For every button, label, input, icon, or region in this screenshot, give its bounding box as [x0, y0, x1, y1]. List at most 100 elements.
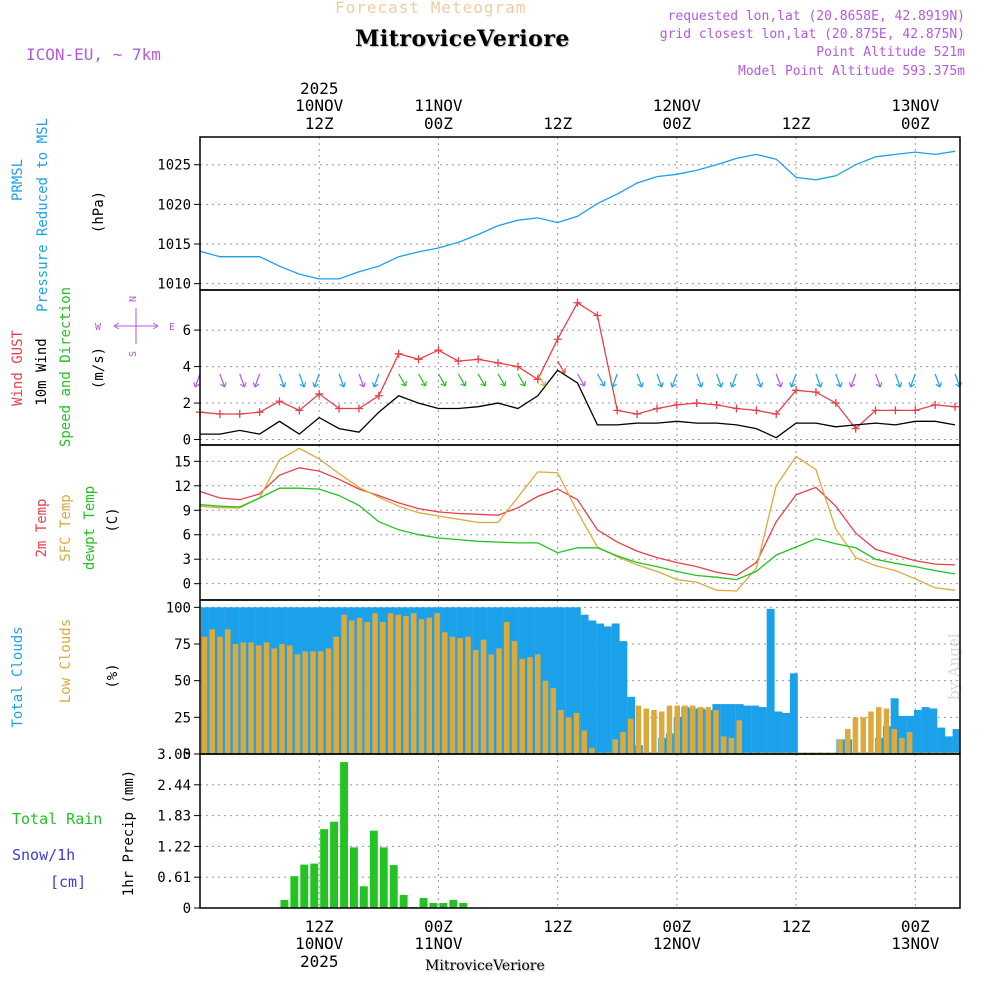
panel-label-temperature-0: 2m Temp [34, 498, 50, 557]
low-cloud-bar-43 [535, 654, 541, 754]
total-cloud-bar-71 [751, 705, 760, 754]
wind-arrowhead-11 [420, 380, 427, 387]
low-cloud-bar-40 [511, 641, 518, 754]
gust-marker-9 [374, 391, 383, 400]
wind-arrow-19 [576, 373, 586, 387]
wind-arrow-29 [775, 373, 782, 388]
wind-arrowhead-10 [400, 380, 407, 387]
low-cloud-bar-90 [899, 737, 905, 754]
wind-arrowhead-28 [756, 382, 764, 388]
low-cloud-bar-28 [418, 619, 425, 754]
wind-arrow-20 [596, 373, 605, 387]
wind-arrowhead-1 [220, 382, 227, 388]
low-cloud-bar-53 [612, 739, 618, 754]
low-cloud-bar-49 [581, 730, 587, 754]
low-cloud-bar-55 [628, 718, 634, 754]
low-cloud-bar-0 [201, 636, 208, 754]
wind-arrow-32 [835, 373, 842, 388]
bottom-tick-date-1: 11NOV [414, 934, 463, 953]
gust-marker-21 [613, 406, 622, 415]
low-cloud-bar-59 [659, 711, 665, 754]
low-cloud-bar-45 [550, 688, 556, 754]
low-cloud-bar-20 [356, 617, 363, 754]
low-cloud-bar-69 [736, 720, 742, 754]
panel-label-clouds-0: Total Clouds [10, 626, 26, 727]
wind-arrow-18 [557, 360, 566, 374]
low-cloud-bar-19 [349, 620, 355, 754]
low-cloud-bar-84 [852, 717, 859, 754]
gust-marker-11 [414, 355, 423, 364]
compass-north: N [128, 296, 139, 302]
wind-arrowhead-16 [520, 380, 527, 387]
bottom-tick-date-0: 10NOV [295, 934, 344, 953]
gust-marker-15 [494, 358, 503, 367]
wind-line-1 [200, 369, 956, 439]
wind-arrowhead-19 [579, 380, 586, 387]
wind-arrow-38 [954, 373, 961, 388]
low-cloud-bar-5 [240, 642, 246, 754]
temp-line-0 [199, 467, 956, 577]
panel-label-precip-rain: Total Rain [12, 810, 102, 828]
wind-arrowhead-34 [875, 382, 883, 388]
total-cloud-bar-97 [952, 729, 961, 754]
top-tick-time-5: 00Z [901, 114, 930, 133]
gust-marker-20 [593, 311, 602, 320]
top-tick-time-3: 00Z [662, 114, 691, 133]
ytick-label-clouds-2: 50 [174, 674, 191, 690]
ytick-label-temperature-1: 3 [183, 552, 191, 568]
panel-frame-0 [199, 136, 961, 291]
wind-arrow-6 [313, 373, 320, 388]
wind-arrow-27 [731, 373, 738, 388]
low-cloud-bar-36 [480, 639, 487, 754]
gust-marker-12 [434, 346, 443, 355]
wind-arrowhead-32 [836, 382, 843, 388]
temp-line-1 [199, 447, 956, 592]
low-cloud-bar-31 [442, 632, 448, 754]
total-cloud-bar-52 [603, 626, 612, 754]
wind-arrowhead-13 [460, 380, 467, 387]
low-cloud-bar-85 [860, 717, 866, 754]
gust-marker-8 [354, 404, 363, 413]
bottom-tick-time-1: 00Z [424, 917, 453, 936]
wind-arrowhead-35 [895, 382, 903, 388]
gust-marker-30 [792, 386, 801, 395]
low-cloud-bar-39 [504, 622, 510, 754]
wind-arrow-23 [656, 373, 663, 388]
wind-arrowhead-18 [559, 368, 566, 374]
low-cloud-bar-46 [558, 710, 564, 754]
total-cloud-bar-49 [580, 614, 589, 754]
model-altitude: Model Point Altitude 593.375m [738, 64, 965, 79]
ytick-label-precip-5: 3.05 [157, 747, 191, 763]
low-cloud-bar-83 [845, 729, 851, 754]
wind-arrow-9 [373, 373, 380, 388]
compass-rose [113, 308, 159, 344]
panel-label-clouds-1: Low Clouds [58, 619, 74, 703]
gust-marker-14 [474, 355, 483, 364]
low-cloud-bar-63 [690, 705, 696, 754]
low-cloud-bar-18 [341, 614, 347, 754]
top-tick-time-1: 00Z [424, 114, 453, 133]
low-cloud-bar-35 [473, 649, 479, 754]
wind-arrow-35 [894, 373, 901, 388]
low-cloud-bar-68 [728, 737, 735, 754]
top-tick-date-5: 13NOV [891, 96, 940, 115]
ytick-label-wind-2: 4 [183, 360, 191, 376]
rain-bar-8 [359, 886, 368, 908]
ytick-label-temperature-0: 0 [183, 577, 191, 593]
gust-marker-37 [931, 400, 940, 409]
total-cloud-bar-72 [758, 707, 767, 754]
wind-arrowhead-14 [480, 380, 487, 387]
low-cloud-bar-17 [333, 636, 339, 754]
point-altitude: Point Altitude 521m [816, 45, 965, 60]
low-cloud-bar-41 [519, 658, 525, 754]
wind-arrow-3 [254, 373, 261, 388]
total-cloud-bar-75 [782, 712, 791, 754]
ytick-label-pressure-3: 1025 [157, 158, 191, 174]
total-cloud-bar-95 [937, 727, 946, 754]
wind-arrowhead-31 [816, 382, 823, 388]
low-cloud-bar-61 [674, 705, 680, 754]
gust-marker-35 [891, 406, 900, 415]
low-cloud-bar-4 [232, 644, 239, 754]
gust-marker-19 [573, 298, 582, 307]
